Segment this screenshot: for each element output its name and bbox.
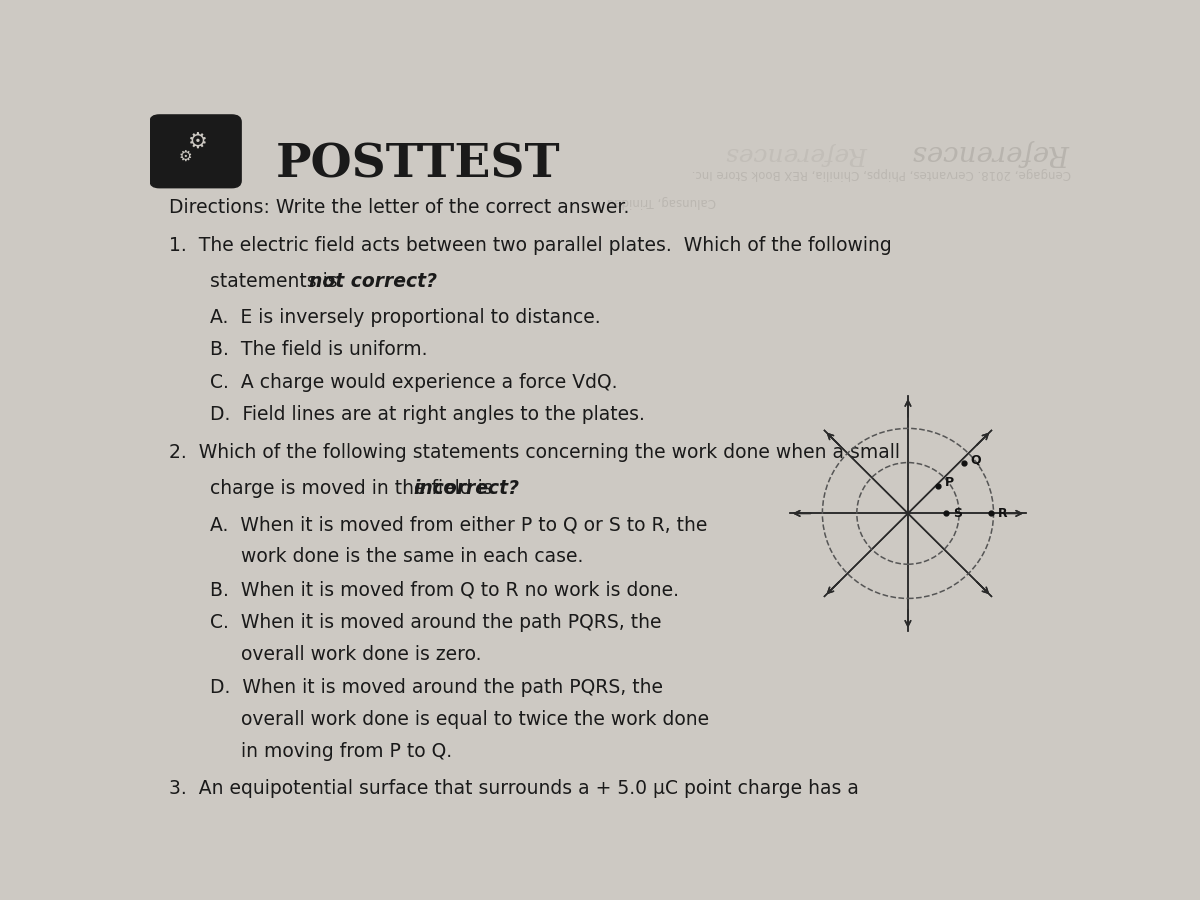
Text: 1.  The electric field acts between two parallel plates.  Which of the following: 1. The electric field acts between two p… [168,236,892,255]
Text: in moving from P to Q.: in moving from P to Q. [241,742,452,760]
Text: 3.  An equipotential surface that surrounds a + 5.0 μC point charge has a: 3. An equipotential surface that surroun… [168,779,858,798]
Text: S: S [953,507,962,520]
Text: 2.  Which of the following statements concerning the work done when a small: 2. Which of the following statements con… [168,443,900,462]
Text: overall work done is zero.: overall work done is zero. [241,645,481,664]
Text: References: References [913,140,1070,166]
Text: Cengage, 2018. Cervantes, Phipps, Chinilia, REX Book Store Inc.: Cengage, 2018. Cervantes, Phipps, Chinil… [691,166,1070,180]
Text: overall work done is equal to twice the work done: overall work done is equal to twice the … [241,710,709,729]
Text: A.  E is inversely proportional to distance.: A. E is inversely proportional to distan… [210,308,601,327]
Text: C.  When it is moved around the path PQRS, the: C. When it is moved around the path PQRS… [210,613,662,632]
Text: A.  When it is moved from either P to Q or S to R, the: A. When it is moved from either P to Q o… [210,515,708,535]
Text: Q: Q [971,454,982,466]
Text: ⚙: ⚙ [179,149,192,164]
Text: References: References [727,142,869,165]
Text: C.  A charge would experience a force VdQ.: C. A charge would experience a force VdQ… [210,373,618,392]
FancyBboxPatch shape [150,115,241,188]
Text: statements is: statements is [210,272,344,291]
Text: D.  Field lines are at right angles to the plates.: D. Field lines are at right angles to th… [210,405,646,424]
Text: work done is the same in each case.: work done is the same in each case. [241,547,583,566]
Text: P: P [944,476,954,490]
Text: B.  The field is uniform.: B. The field is uniform. [210,340,428,359]
Text: ⚙: ⚙ [188,132,209,152]
Text: POSTTEST: POSTTEST [276,142,560,188]
Text: R: R [997,507,1007,520]
Text: incorrect?: incorrect? [413,479,520,499]
Text: Calunsag, Trinidad: Calunsag, Trinidad [607,194,716,208]
Text: D.  When it is moved around the path PQRS, the: D. When it is moved around the path PQRS… [210,678,664,698]
Text: Directions: Write the letter of the correct answer.: Directions: Write the letter of the corr… [168,198,629,217]
Text: B.  When it is moved from Q to R no work is done.: B. When it is moved from Q to R no work … [210,580,679,599]
Text: not correct?: not correct? [310,272,437,291]
Text: charge is moved in the field is: charge is moved in the field is [210,479,499,499]
